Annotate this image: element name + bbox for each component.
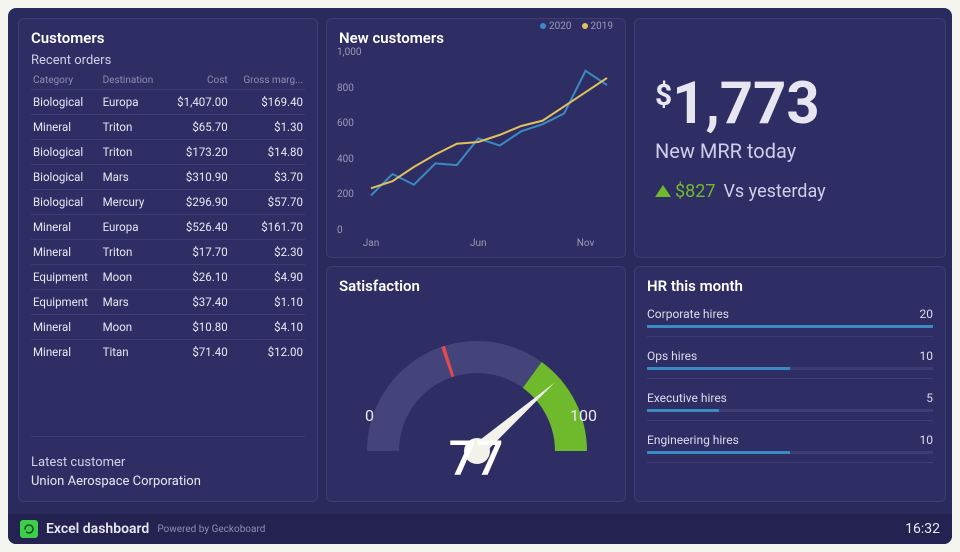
footer-bar: Excel dashboard Powered by Geckoboard 16…: [8, 514, 952, 544]
table-row: MineralTriton$65.70$1.30: [31, 115, 305, 140]
hr-row: Engineering hires10: [647, 433, 933, 463]
table-row: EquipmentMars$37.40$1.10: [31, 290, 305, 315]
satisfaction-panel: Satisfaction 0 100 77: [326, 266, 626, 502]
mrr-panel: $1,773 New MRR today $827 Vs yesterday: [634, 18, 946, 258]
hr-row: Executive hires5: [647, 391, 933, 421]
dashboard-grid: New customers 20202019 02004006008001,00…: [8, 8, 952, 544]
mrr-delta: $827 Vs yesterday: [655, 181, 826, 202]
caret-up-icon: [655, 185, 671, 197]
hr-row: Ops hires10: [647, 349, 933, 379]
hr-title: HR this month: [647, 277, 933, 295]
customers-panel: Customers Recent orders CategoryDestinat…: [18, 18, 318, 502]
table-row: MineralMoon$10.80$4.10: [31, 315, 305, 340]
clock: 16:32: [905, 521, 940, 537]
mrr-label: New MRR today: [655, 139, 796, 163]
mrr-value: $1,773: [655, 75, 820, 133]
chart-legend: 20202019: [540, 21, 613, 32]
latest-customer-name: Union Aerospace Corporation: [31, 474, 305, 489]
gauge-value: 77: [327, 430, 625, 487]
table-row: MineralEuropa$526.40$161.70: [31, 215, 305, 240]
table-row: BiologicalTriton$173.20$14.80: [31, 140, 305, 165]
line-chart: 02004006008001,000JanJunNov: [337, 47, 615, 249]
orders-table: CategoryDestinationCostGross marg...Biol…: [31, 72, 305, 364]
hr-row: Corporate hires20: [647, 307, 933, 337]
table-row: BiologicalMercury$296.90$57.70: [31, 190, 305, 215]
table-row: EquipmentMoon$26.10$4.90: [31, 265, 305, 290]
gauge-title: Satisfaction: [339, 277, 613, 295]
table-row: BiologicalEuropa$1,407.00$169.40: [31, 90, 305, 115]
gauge-chart: 0 100 77: [327, 301, 625, 501]
recent-orders-label: Recent orders: [31, 53, 305, 68]
gauge-min: 0: [365, 406, 374, 425]
powered-by: Powered by Geckoboard: [157, 524, 265, 535]
gauge-max: 100: [570, 406, 597, 425]
table-row: MineralTriton$17.70$2.30: [31, 240, 305, 265]
geckoboard-logo-icon: [20, 520, 38, 538]
new-customers-chart-panel: New customers 20202019 02004006008001,00…: [326, 18, 626, 258]
hr-panel: HR this month Corporate hires20 Ops hires…: [634, 266, 946, 502]
latest-customer-label: Latest customer: [31, 455, 305, 470]
table-row: BiologicalMars$310.90$3.70: [31, 165, 305, 190]
table-row: MineralTitan$71.40$12.00: [31, 340, 305, 365]
dashboard-name: Excel dashboard: [46, 521, 149, 537]
customers-title: Customers: [31, 29, 305, 47]
